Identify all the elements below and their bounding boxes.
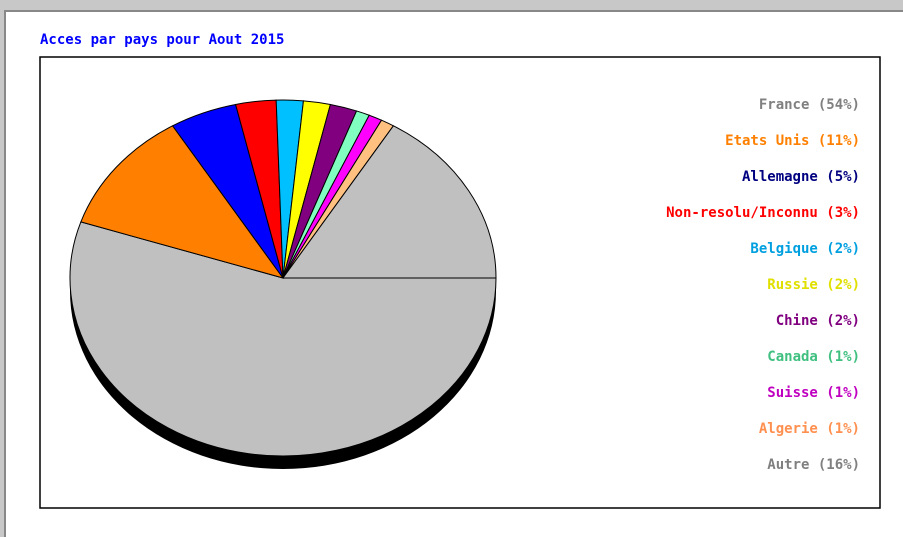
legend-label: Allemagne (5%)	[742, 169, 860, 185]
legend-label: Algerie (1%)	[759, 421, 860, 437]
legend-label: Russie (2%)	[767, 277, 860, 293]
legend-label: Suisse (1%)	[767, 385, 860, 401]
chart-title: Acces par pays pour Aout 2015	[40, 32, 284, 48]
legend-label: Canada (1%)	[767, 349, 860, 365]
pie-slice	[80, 125, 285, 279]
legend-label: Chine (2%)	[776, 313, 860, 329]
pie-slice	[282, 125, 497, 279]
legend-label: Autre (16%)	[767, 457, 860, 473]
legend-label: Etats Unis (11%)	[725, 133, 860, 149]
pie-slice	[69, 221, 497, 457]
legend-label: Non-resolu/Inconnu (3%)	[666, 205, 860, 221]
legend-label: Belgique (2%)	[750, 241, 860, 257]
legend-label: France (54%)	[759, 97, 860, 113]
